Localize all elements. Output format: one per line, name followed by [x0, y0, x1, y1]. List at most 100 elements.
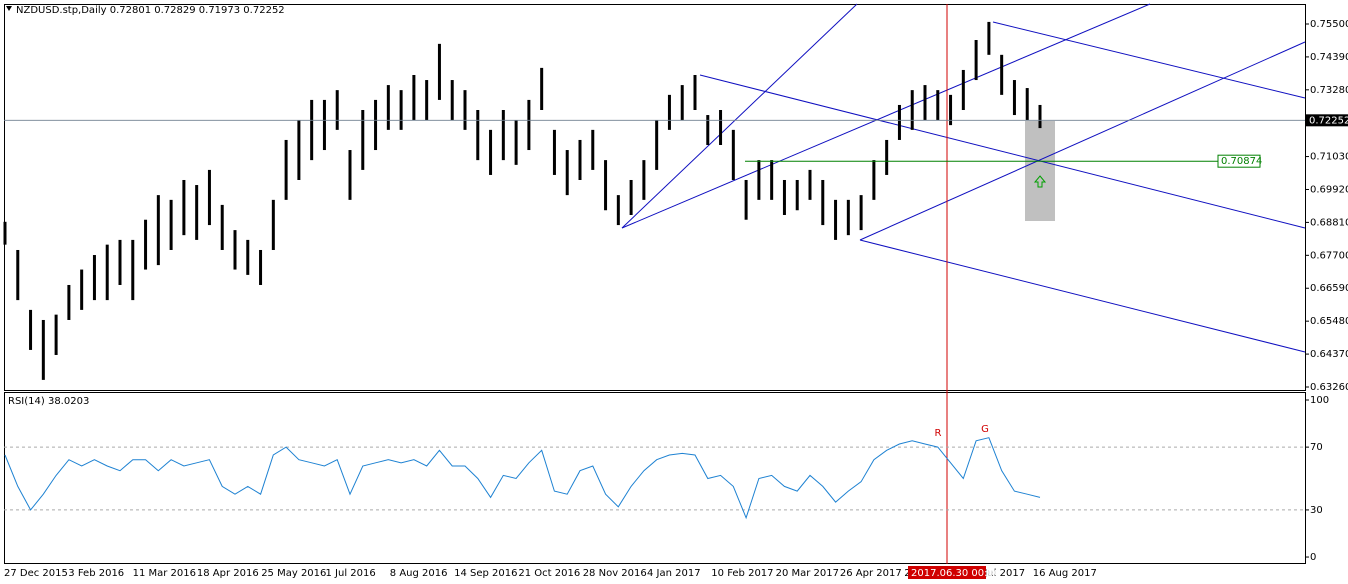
price-bar: [667, 94, 671, 130]
price-bar: [41, 319, 45, 380]
rsi-title: RSI(14) 38.0203: [8, 396, 89, 407]
price-bar: [872, 160, 876, 200]
y-tick-label: 0.65480: [1310, 316, 1348, 327]
x-tick-label: 20 Mar 2017: [776, 568, 839, 579]
trend-line: [699, 74, 1306, 229]
rsi-pane: [4, 392, 1306, 564]
y-tick-label: 0.69920: [1310, 184, 1348, 195]
price-bar: [910, 90, 914, 130]
trend-line: [992, 21, 1306, 99]
y-tick-label: 0.74390: [1310, 52, 1348, 63]
price-bar: [450, 80, 454, 121]
price-bar: [437, 43, 441, 100]
price-bar: [297, 120, 301, 180]
level-box: [1217, 154, 1261, 168]
price-bar: [744, 179, 748, 220]
price-bar: [527, 99, 531, 151]
price-bar: [642, 160, 646, 200]
trend-line: [859, 41, 1306, 241]
price-bar: [169, 199, 173, 250]
price-bar: [233, 230, 237, 270]
price-bar: [322, 99, 326, 151]
price-bar: [284, 139, 288, 200]
price-bar: [361, 109, 365, 170]
x-tick-label: 1 Jul 2016: [326, 568, 376, 579]
price-bar: [67, 284, 71, 320]
price-bar: [795, 179, 799, 211]
price-bar: [399, 90, 403, 130]
price-bar: [310, 99, 314, 161]
price-bar: [821, 179, 825, 226]
y-tick-label: 0.63260: [1310, 382, 1348, 393]
price-bar: [29, 309, 33, 350]
price-bar: [182, 179, 186, 236]
price-bar: [514, 120, 518, 165]
up-arrow: [1033, 175, 1047, 188]
price-bar: [923, 85, 927, 121]
price-bar: [859, 195, 863, 231]
price-bar: [425, 80, 429, 121]
price-bar: [719, 109, 723, 145]
y-tick-label: 0.68810: [1310, 217, 1348, 228]
price-bar: [195, 185, 199, 240]
price-bar: [1025, 88, 1029, 121]
price-bar: [207, 169, 211, 226]
annotation: G: [981, 424, 989, 435]
price-bar: [578, 139, 582, 180]
y-tick-label: 0.71030: [1310, 152, 1348, 163]
annotation: R: [935, 428, 942, 439]
price-bar: [246, 239, 250, 275]
price-bar: [54, 314, 58, 355]
x-tick-label: 28 Nov 2016: [583, 568, 647, 579]
trend-line: [859, 239, 1306, 353]
price-bar: [565, 150, 569, 196]
pitchfork: [621, 3, 1306, 353]
price-bar: [936, 90, 940, 121]
price-bar: [846, 199, 850, 236]
price-bar: [706, 115, 710, 145]
price-bar: [731, 129, 735, 180]
x-tick-label: 18 Apr 2016: [197, 568, 259, 579]
y-tick-label: 100: [1310, 395, 1329, 406]
highlight-zone: [1025, 121, 1055, 221]
x-tick-label: 26 Apr 2017: [840, 568, 902, 579]
price-bar: [501, 109, 505, 161]
price-bar: [131, 239, 135, 301]
y-tick-label: 0.73280: [1310, 85, 1348, 96]
y-tick-label: 0.67700: [1310, 250, 1348, 261]
x-tick-label: 10 Feb 2017: [711, 568, 773, 579]
level-label: 0.70874: [1221, 156, 1262, 167]
x-tick-label: 11 Mar 2016: [133, 568, 196, 579]
price-bar: [220, 204, 224, 250]
price-bar: [335, 90, 339, 130]
x-tick-label: 8 Aug 2016: [390, 568, 448, 579]
price-bar: [92, 255, 96, 301]
price-bar: [782, 179, 786, 215]
y-tick-label: 70: [1310, 442, 1323, 453]
price-bar: [949, 94, 953, 126]
price-bar: [144, 219, 148, 270]
x-tick-label: 10 Jul 2017: [969, 568, 1026, 579]
x-tick-label: 3 Feb 2016: [68, 568, 124, 579]
price-bar: [693, 75, 697, 110]
price-bar: [552, 129, 556, 175]
menu-icon: [6, 6, 12, 11]
price-bar: [105, 244, 109, 301]
price-bar: [348, 150, 352, 200]
price-bar: [808, 169, 812, 200]
cursor-label: 2017.06.30 00:00: [911, 568, 1000, 579]
symbol-title: NZDUSD.stp,Daily 0.72801 0.72829 0.71973…: [16, 5, 285, 16]
price-bar: [770, 160, 774, 200]
x-tick-label: 4 Jan 2017: [647, 568, 701, 579]
price-bar: [156, 195, 160, 266]
last-price-box: [1306, 114, 1348, 127]
x-tick-label: 27 Dec 2015: [4, 568, 68, 579]
price-bar: [463, 90, 467, 130]
price-bar: [489, 129, 493, 175]
price-bar: [591, 129, 595, 170]
y-tick-label: 0.75500: [1310, 19, 1348, 30]
y-tick-label: 0: [1310, 552, 1316, 563]
price-bar: [80, 269, 84, 310]
price-bar: [476, 109, 480, 161]
